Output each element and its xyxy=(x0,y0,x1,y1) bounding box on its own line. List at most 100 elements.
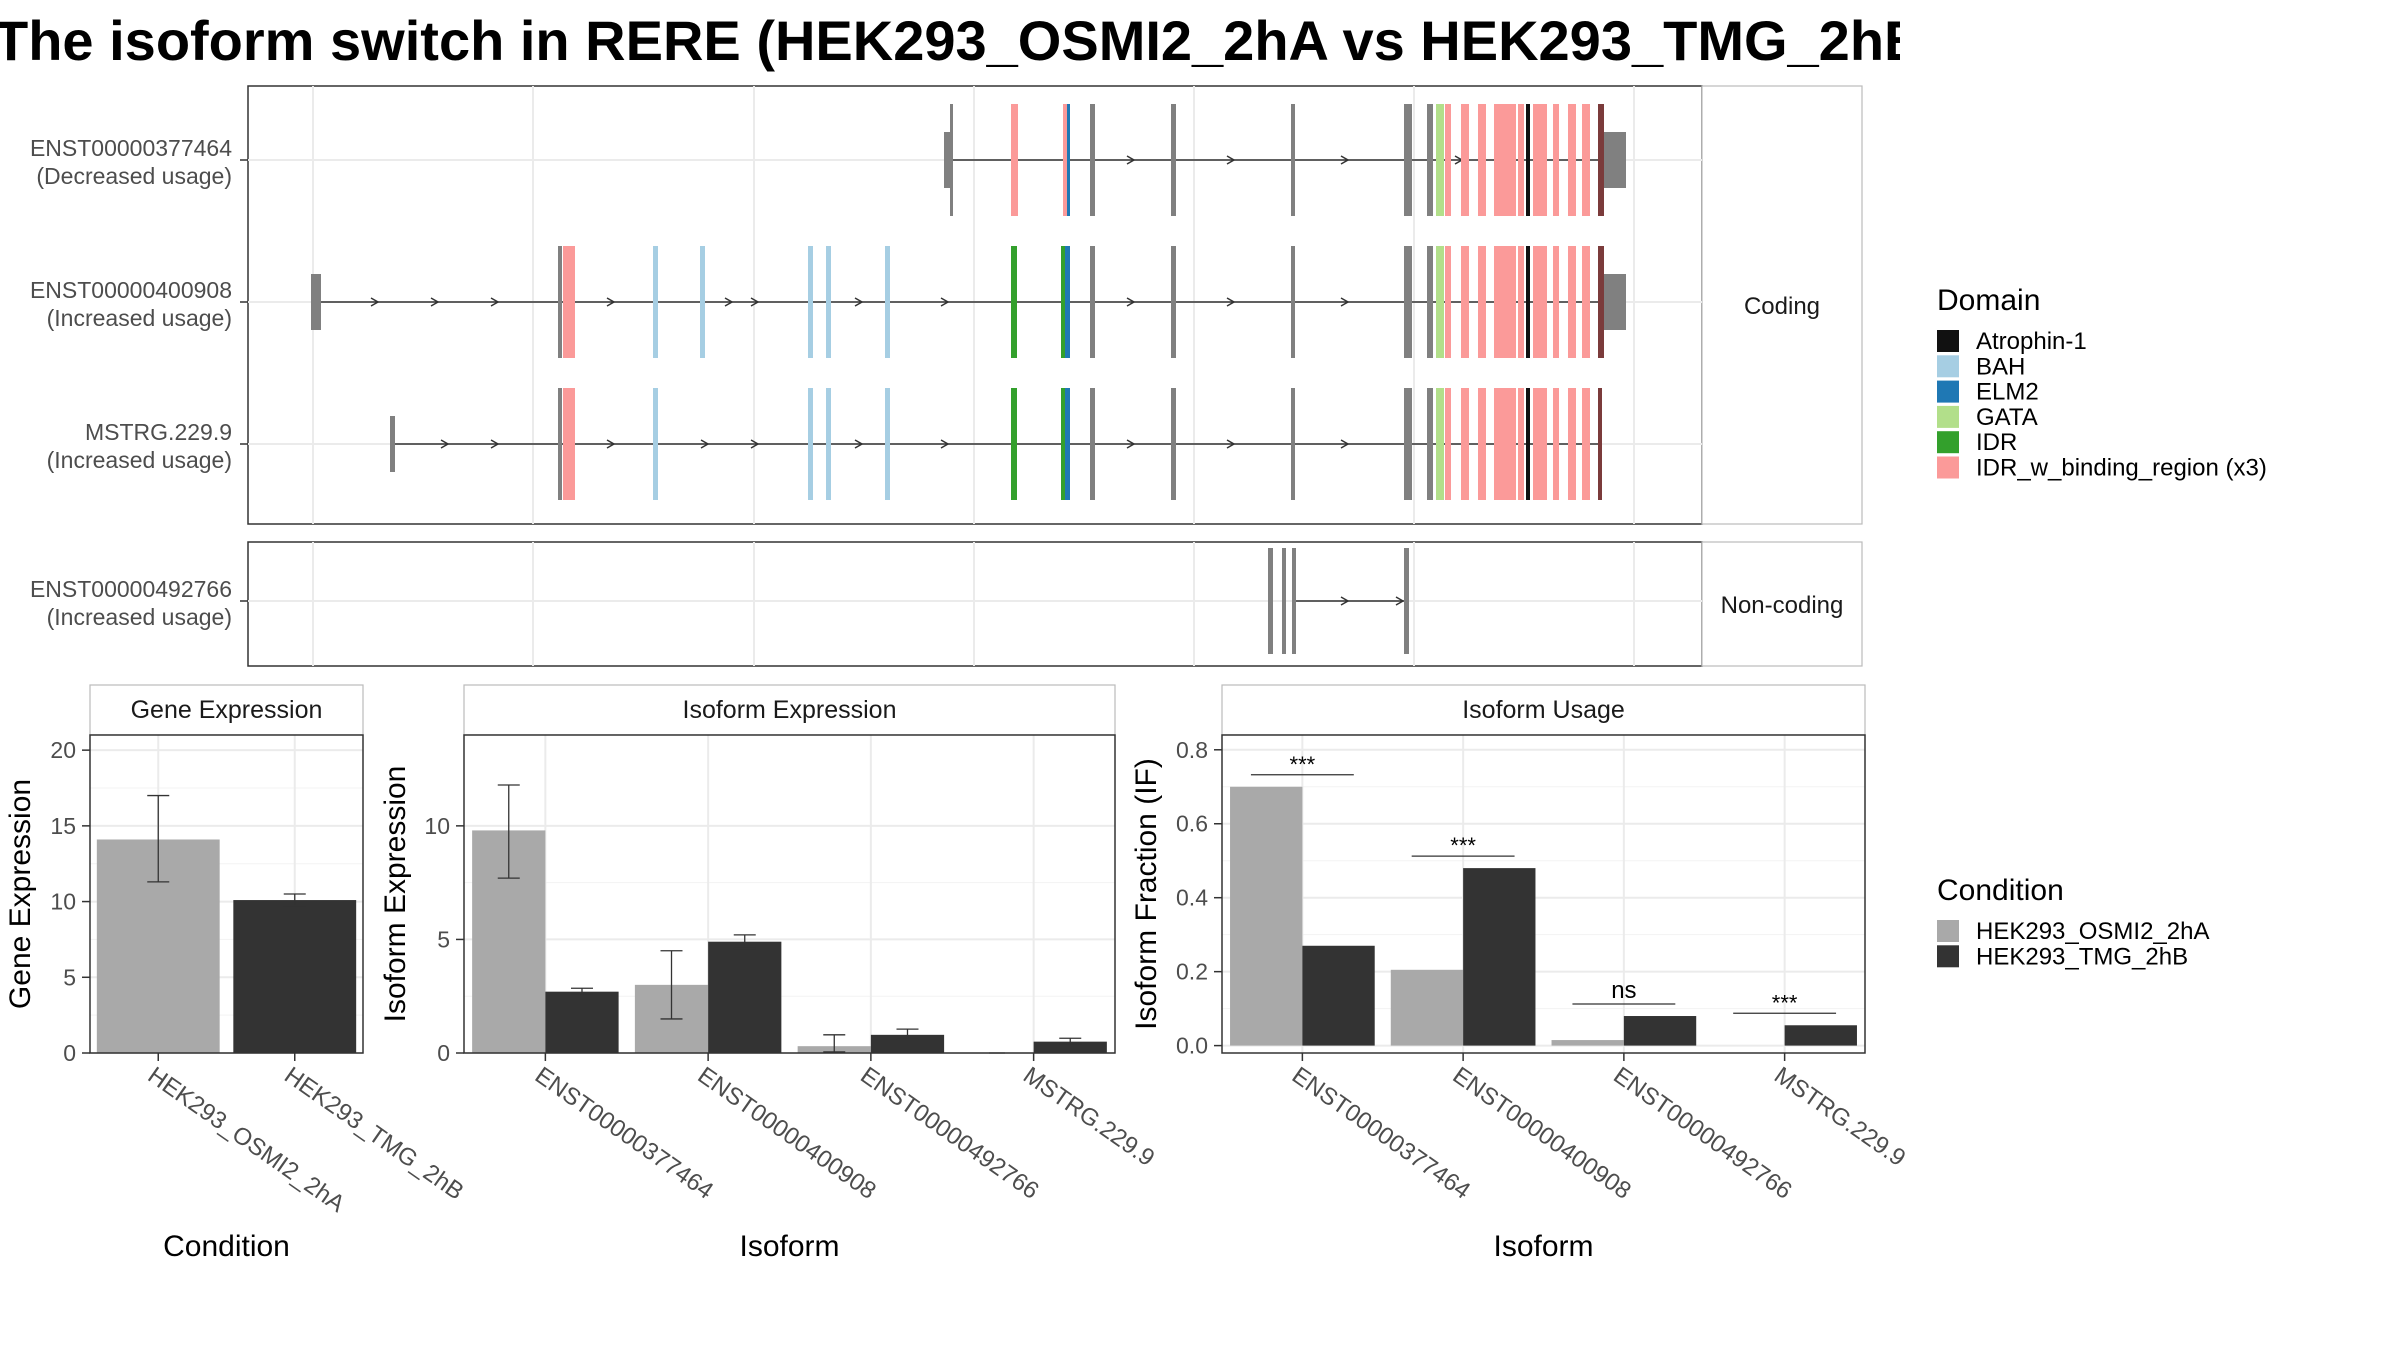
exon xyxy=(1427,388,1433,500)
idr-binding-domain xyxy=(1518,104,1524,216)
x-tick-label: ENST00000377464 xyxy=(530,1062,718,1205)
idr-binding-domain xyxy=(1478,388,1486,500)
gata-domain xyxy=(1436,104,1444,216)
track-ENST00000492766: ENST00000492766(Increased usage) xyxy=(30,548,1702,654)
exon xyxy=(950,104,953,216)
idr-binding-domain xyxy=(1461,104,1469,216)
idr-binding-domain xyxy=(1461,246,1469,358)
y-tick-label: 5 xyxy=(437,926,450,952)
y-tick-label: 0.6 xyxy=(1176,811,1208,837)
domain-legend-item-label: IDR_w_binding_region (x3) xyxy=(1976,455,2267,482)
idr-binding-domain xyxy=(1518,246,1524,358)
idr-binding-domain xyxy=(1568,388,1576,500)
idr-binding-domain xyxy=(1494,388,1516,500)
bar xyxy=(1302,945,1375,1046)
strand-arrow xyxy=(854,439,864,449)
condition-legend-swatch xyxy=(1937,945,1959,968)
strand-arrow xyxy=(1126,155,1136,165)
strand-arrow xyxy=(1395,596,1405,606)
idr-domain xyxy=(1061,246,1065,358)
utr-exon xyxy=(1602,274,1626,330)
domain-legend-title: Domain xyxy=(1937,284,2040,317)
plot-border xyxy=(1221,734,1866,1054)
y-axis-title: Isoform Expression xyxy=(379,766,412,1023)
domain-legend: Domain Atrophin-1BAHELM2GATAIDRIDR_w_bind… xyxy=(1937,284,2267,482)
y-tick-label: 0.2 xyxy=(1176,959,1208,985)
elm2-domain xyxy=(1067,104,1070,216)
exon-edge xyxy=(1600,104,1604,216)
track-usage-label: (Increased usage) xyxy=(47,604,232,630)
idr-binding-domain xyxy=(563,246,575,358)
track-MSTRG.229.9: MSTRG.229.9(Increased usage) xyxy=(47,388,1702,500)
exon xyxy=(1404,246,1412,358)
strand-arrow xyxy=(1226,297,1236,307)
bar xyxy=(1390,969,1464,1046)
track-id-label: MSTRG.229.9 xyxy=(85,419,232,445)
elm2-domain xyxy=(1065,388,1070,500)
utr-exon xyxy=(1602,132,1626,188)
strand-arrow xyxy=(750,439,760,449)
track-id-label: ENST00000492766 xyxy=(30,576,232,602)
bah-domain xyxy=(826,388,831,500)
exon xyxy=(1291,104,1295,216)
utr-exon xyxy=(311,274,321,330)
x-tick-label: ENST00000377464 xyxy=(1287,1062,1475,1205)
idr-binding-domain xyxy=(563,388,575,500)
exon-edge xyxy=(1598,388,1602,500)
strand-arrow xyxy=(440,439,450,449)
track-usage-label: (Increased usage) xyxy=(47,305,232,331)
y-tick-label: 0.4 xyxy=(1176,885,1208,911)
domain-legend-swatch xyxy=(1937,456,1959,479)
bar xyxy=(708,941,782,1053)
y-tick-label: 10 xyxy=(424,813,450,839)
strand-arrow xyxy=(490,297,500,307)
idr-domain xyxy=(1061,388,1065,500)
idr-domain xyxy=(1011,246,1017,358)
gata-domain xyxy=(1436,246,1444,358)
y-tick-label: 20 xyxy=(50,737,76,763)
bar xyxy=(545,991,619,1053)
x-axis-title: Isoform xyxy=(1493,1230,1593,1263)
exon xyxy=(1171,246,1176,358)
bar xyxy=(1230,786,1303,1046)
x-tick-label: ENST00000492766 xyxy=(1608,1062,1796,1205)
significance-label: *** xyxy=(1290,752,1316,777)
plot-border xyxy=(89,734,364,1054)
x-tick-label: MSTRG.229.9 xyxy=(1769,1062,1910,1172)
strand-arrow xyxy=(1340,439,1350,449)
idr-binding-domain xyxy=(1445,246,1451,358)
plot-border xyxy=(463,734,1116,1054)
condition-legend-item-label: HEK293_TMG_2hB xyxy=(1976,943,2188,970)
strand-arrow xyxy=(750,297,760,307)
bar xyxy=(1463,868,1536,1046)
utr-exon xyxy=(390,416,395,472)
track-usage-label: (Decreased usage) xyxy=(36,163,232,189)
idr-binding-domain xyxy=(1518,388,1524,500)
idr-binding-domain xyxy=(1568,104,1576,216)
exon xyxy=(1404,388,1412,500)
chart-title: Isoform Expression xyxy=(683,696,897,724)
domain-legend-item-label: GATA xyxy=(1976,404,2038,431)
strand-arrow xyxy=(724,297,734,307)
exon xyxy=(558,246,562,358)
strand-arrow xyxy=(606,297,616,307)
idr-domain xyxy=(1011,388,1017,500)
exon xyxy=(1171,104,1176,216)
x-tick-label: MSTRG.229.9 xyxy=(1018,1062,1159,1172)
strand-arrow xyxy=(940,297,950,307)
bah-domain xyxy=(826,246,831,358)
chart-strip xyxy=(463,684,1116,736)
idr-binding-domain xyxy=(1533,388,1547,500)
domain-legend-swatch xyxy=(1937,330,1959,352)
exon xyxy=(1282,548,1286,654)
bar xyxy=(870,1034,945,1053)
noncoding-panel-strip-label: Non-coding xyxy=(1721,592,1844,619)
bah-domain xyxy=(808,246,813,358)
strand-arrow xyxy=(1340,596,1350,606)
idr-binding-domain xyxy=(1533,104,1547,216)
domain-legend-item-label: IDR xyxy=(1976,429,2017,456)
y-tick-label: 0 xyxy=(437,1040,450,1066)
exon-edge xyxy=(1600,246,1604,358)
exon xyxy=(1404,104,1412,216)
